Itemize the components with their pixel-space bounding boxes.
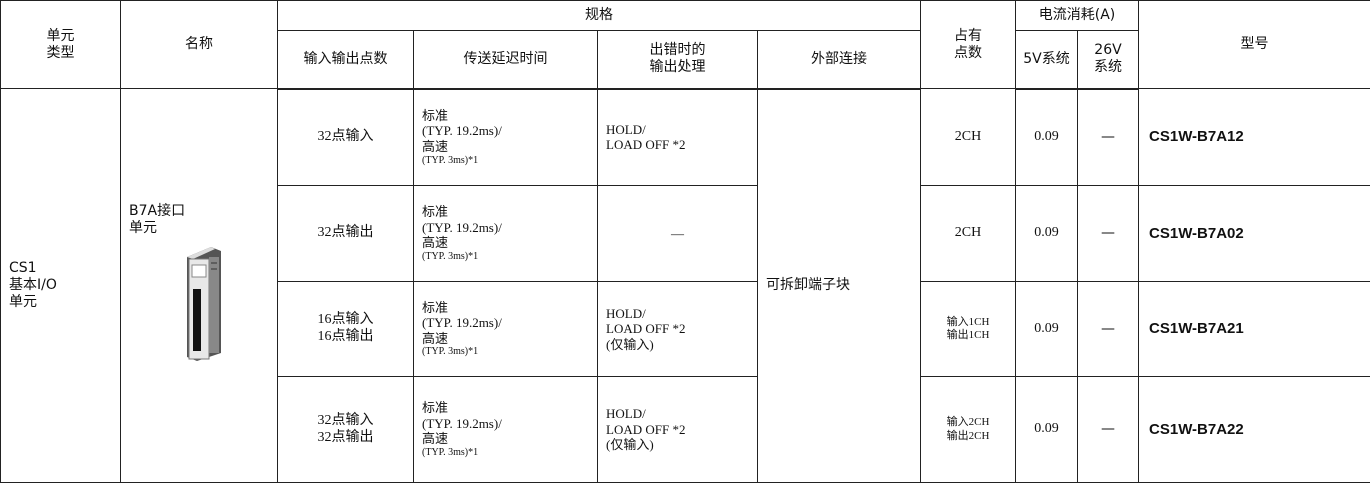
occupied-cell: 输入2CH 输出2CH xyxy=(920,376,1016,483)
v26-cell: — xyxy=(1076,88,1140,186)
model-cell: CS1W-B7A12 xyxy=(1138,88,1370,186)
v5-cell: 0.09 xyxy=(1015,376,1078,483)
v5-cell: 0.09 xyxy=(1015,88,1078,186)
header-cell: 型号 xyxy=(1138,0,1370,89)
delay-line: (TYP. 19.2ms)/ xyxy=(422,415,502,431)
error-output-cell: — xyxy=(597,185,758,282)
v5-cell: 0.09 xyxy=(1015,281,1078,377)
delay-line: (TYP. 3ms)*1 xyxy=(422,446,479,458)
unit-type-cell: CS1 基本I/O 单元 xyxy=(0,88,121,483)
header-cell: 26V 系统 xyxy=(1076,30,1140,90)
v26-cell: — xyxy=(1076,376,1140,483)
name-text: B7A接口 单元 xyxy=(129,203,186,237)
model-cell: CS1W-B7A21 xyxy=(1138,281,1370,377)
delay-line: 高速 xyxy=(422,235,449,251)
error-output-cell: HOLD/ LOAD OFF *2 xyxy=(597,88,758,186)
occupied-cell: 2CH xyxy=(920,185,1016,282)
delay-line: 高速 xyxy=(422,330,449,346)
header-cell: 5V系统 xyxy=(1015,30,1078,90)
delay-line: (TYP. 3ms)*1 xyxy=(422,250,479,262)
error-output-cell: HOLD/ LOAD OFF *2 (仅输入) xyxy=(597,281,758,377)
header-cell: 占有 点数 xyxy=(920,0,1016,89)
delay-line: (TYP. 19.2ms)/ xyxy=(422,219,502,235)
model-cell: CS1W-B7A22 xyxy=(1138,376,1370,483)
io-points-cell: 32点输入 xyxy=(277,88,414,186)
delay-line: (TYP. 19.2ms)/ xyxy=(422,123,502,139)
v26-cell: — xyxy=(1076,281,1140,377)
occupied-cell: 输入1CH 输出1CH xyxy=(920,281,1016,377)
v5-cell: 0.09 xyxy=(1015,185,1078,282)
name-wrap: B7A接口 单元 xyxy=(129,203,273,367)
delay-line: 高速 xyxy=(422,139,449,155)
io-points-cell: 16点输入 16点输出 xyxy=(277,281,414,377)
delay-cell: 标准 (TYP. 19.2ms)/高速 (TYP. 3ms)*1 xyxy=(413,88,598,186)
table-row: 32点输入 32点输出 标准 (TYP. 19.2ms)/高速 (TYP. 3ms)*… xyxy=(1,376,1370,483)
delay-line: 标准 xyxy=(422,107,449,123)
header-cell: 名称 xyxy=(120,0,278,89)
table-row: CS1 基本I/O 单元 B7A接口 单元 32点输入 标准 (TYP. 19.2ms)… xyxy=(0,88,1370,483)
header-cell: 输入输出点数 xyxy=(277,30,414,90)
unit-icon xyxy=(129,243,273,368)
delay-line: (TYP. 3ms)*1 xyxy=(422,154,479,166)
header-cell: 外部连接 xyxy=(757,30,921,90)
table-body: CS1 基本I/O 单元 B7A接口 单元 32点输入 标准 (TYP. 19.2ms)… xyxy=(0,88,1370,483)
table-row: 16点输入 16点输出 标准 (TYP. 19.2ms)/高速 (TYP. 3ms)*… xyxy=(1,281,1370,377)
delay-line: 标准 xyxy=(422,400,449,416)
header-cell: 出错时的 输出处理 xyxy=(597,30,758,90)
unit-image xyxy=(187,246,221,361)
delay-line: (TYP. 3ms)*1 xyxy=(422,346,479,358)
delay-cell: 标准 (TYP. 19.2ms)/高速 (TYP. 3ms)*1 xyxy=(413,185,598,282)
header-cell: 规格 xyxy=(277,0,921,31)
delay-line: 标准 xyxy=(422,204,449,220)
delay-cell: 标准 (TYP. 19.2ms)/高速 (TYP. 3ms)*1 xyxy=(413,281,598,377)
external-cell: 可拆卸端子块 xyxy=(757,88,921,483)
occupied-cell: 2CH xyxy=(920,88,1016,186)
io-points-cell: 32点输入 32点输出 xyxy=(277,376,414,483)
delay-line: 标准 xyxy=(422,299,449,315)
error-output-cell: HOLD/ LOAD OFF *2 (仅输入) xyxy=(597,376,758,483)
delay-line: (TYP. 19.2ms)/ xyxy=(422,315,502,331)
delay-line: 高速 xyxy=(422,431,449,447)
v26-cell: — xyxy=(1076,185,1140,282)
model-cell: CS1W-B7A02 xyxy=(1138,185,1370,282)
header-cell: 传送延迟时间 xyxy=(413,30,598,90)
io-points-cell: 32点输出 xyxy=(277,185,414,282)
header-cell: 电流消耗(A) xyxy=(1014,0,1140,31)
table-row: 32点输出 标准 (TYP. 19.2ms)/高速 (TYP. 3ms)*1—2CH 0… xyxy=(1,185,1370,282)
delay-cell: 标准 (TYP. 19.2ms)/高速 (TYP. 3ms)*1 xyxy=(413,376,598,483)
header-cell: 单元 类型 xyxy=(0,0,121,89)
name-cell: B7A接口 单元 xyxy=(120,88,278,483)
